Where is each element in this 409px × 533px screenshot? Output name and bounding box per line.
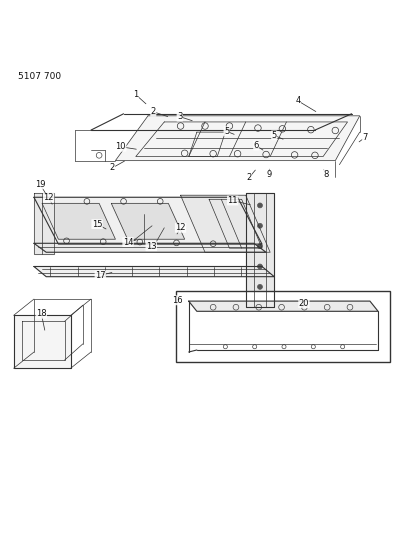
Polygon shape <box>180 195 270 252</box>
Polygon shape <box>34 266 274 277</box>
Polygon shape <box>34 193 54 254</box>
Text: 5: 5 <box>223 127 229 136</box>
Text: 18: 18 <box>36 309 47 318</box>
FancyBboxPatch shape <box>176 291 389 362</box>
Polygon shape <box>245 193 274 307</box>
Circle shape <box>257 285 262 289</box>
Text: 17: 17 <box>95 271 106 280</box>
Polygon shape <box>111 204 184 239</box>
Polygon shape <box>13 316 70 368</box>
Circle shape <box>257 203 262 208</box>
Text: 20: 20 <box>298 298 308 308</box>
Text: 8: 8 <box>323 169 328 179</box>
Polygon shape <box>34 243 265 252</box>
Polygon shape <box>42 204 115 239</box>
Text: 19: 19 <box>35 180 45 189</box>
Text: 15: 15 <box>92 220 102 229</box>
Circle shape <box>257 264 262 269</box>
Text: 9: 9 <box>266 170 271 179</box>
Text: 12: 12 <box>43 193 54 202</box>
Polygon shape <box>34 197 261 244</box>
Text: 3: 3 <box>177 112 182 121</box>
Text: 7: 7 <box>362 133 367 142</box>
Text: 4: 4 <box>294 96 300 105</box>
Text: 5: 5 <box>271 131 276 140</box>
Circle shape <box>257 223 262 228</box>
Text: 16: 16 <box>172 296 182 305</box>
Text: 2: 2 <box>246 173 251 182</box>
Text: 2: 2 <box>109 164 115 173</box>
Text: 10: 10 <box>115 142 126 151</box>
Text: 11: 11 <box>227 196 237 205</box>
Text: 12: 12 <box>175 223 185 232</box>
Polygon shape <box>188 301 377 311</box>
Polygon shape <box>115 116 359 160</box>
Text: 1: 1 <box>133 90 138 99</box>
Text: 2: 2 <box>150 107 155 116</box>
Text: 13: 13 <box>146 241 156 251</box>
Text: 6: 6 <box>253 141 258 150</box>
Circle shape <box>257 244 262 248</box>
Text: 14: 14 <box>122 238 133 247</box>
Text: 5107 700: 5107 700 <box>18 72 61 81</box>
